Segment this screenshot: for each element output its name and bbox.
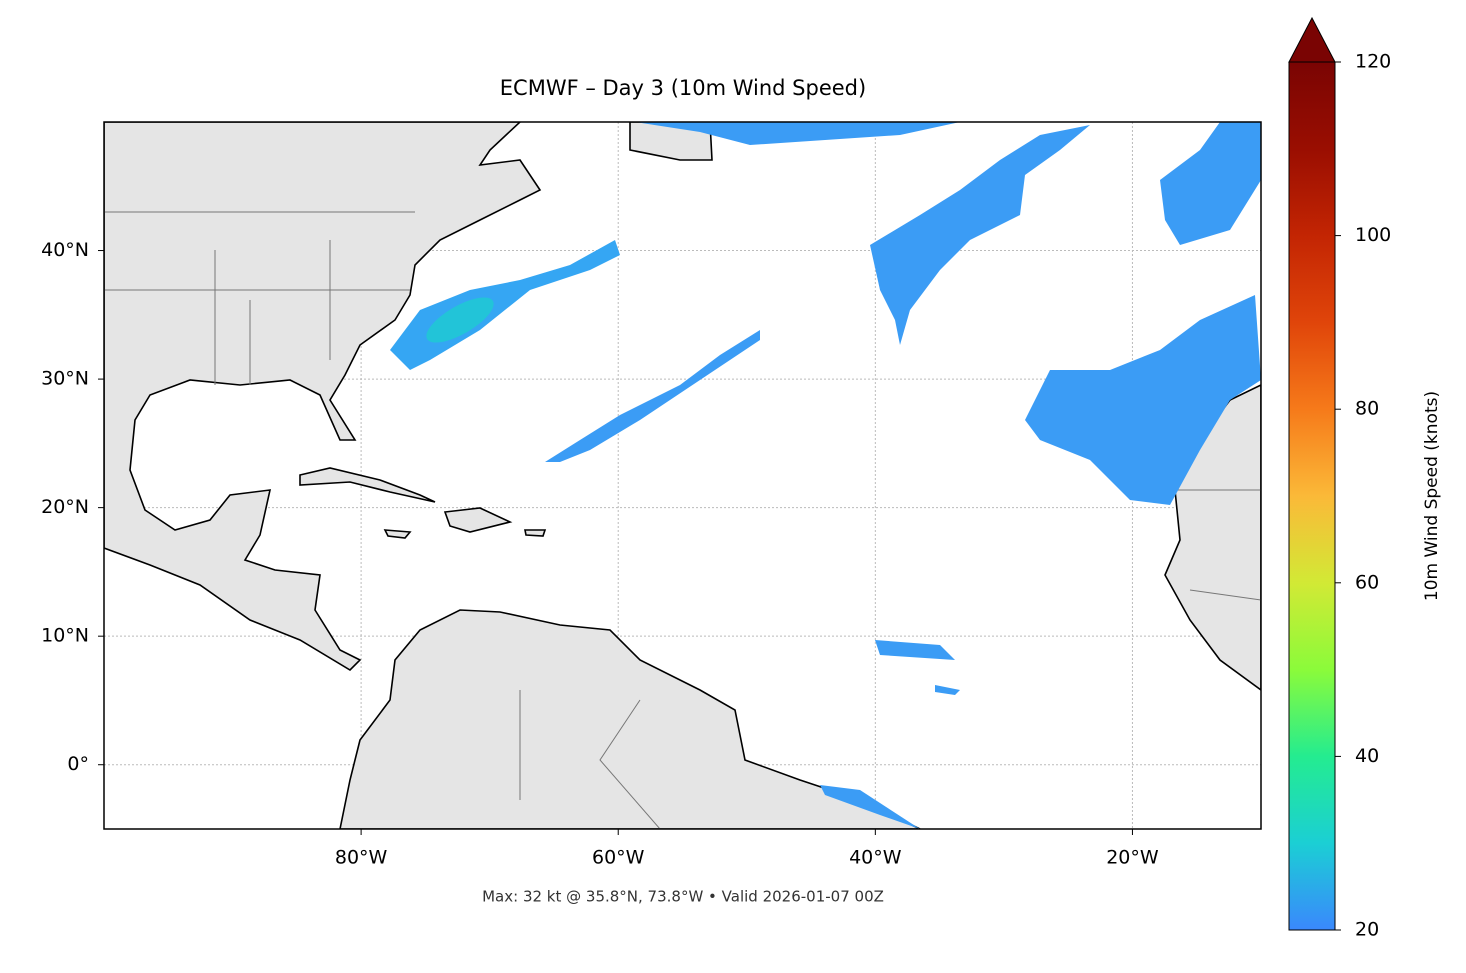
x-tick-label: 20°W bbox=[1106, 847, 1159, 869]
x-tick-label: 60°W bbox=[592, 847, 645, 869]
borders bbox=[104, 211, 1261, 829]
chart-title: ECMWF – Day 3 (10m Wind Speed) bbox=[500, 76, 866, 100]
wind-field bbox=[390, 122, 1261, 829]
colorbar-tick-label: 20 bbox=[1355, 919, 1379, 941]
colorbar-tick-label: 80 bbox=[1355, 398, 1379, 420]
colorbar-tick-label: 100 bbox=[1355, 224, 1391, 246]
colorbar bbox=[1288, 61, 1336, 931]
colorbar-extend bbox=[1288, 16, 1336, 63]
y-tick-label: 10°N bbox=[41, 625, 89, 647]
x-tick-label: 40°W bbox=[849, 847, 902, 869]
land bbox=[104, 122, 1261, 829]
y-tick-label: 0° bbox=[67, 753, 89, 775]
colorbar-tick-label: 60 bbox=[1355, 571, 1379, 593]
y-tick-label: 40°N bbox=[41, 239, 89, 261]
map-area bbox=[104, 122, 1261, 829]
axes: 80°W 60°W 40°W 20°W 0° 10°N 20°N 30°N 40°N bbox=[41, 239, 1159, 868]
x-tick-label: 80°W bbox=[335, 847, 388, 869]
colorbar-tick-label: 40 bbox=[1355, 745, 1379, 767]
annotation: Max: 32 kt @ 35.8°N, 73.8°W • Valid 2026… bbox=[482, 888, 884, 906]
y-tick-label: 20°N bbox=[41, 496, 89, 518]
y-tick-label: 30°N bbox=[41, 368, 89, 390]
colorbar-label: 10m Wind Speed (knots) bbox=[1422, 391, 1442, 601]
map-frame bbox=[103, 121, 1262, 830]
colorbar-tick-label: 120 bbox=[1355, 51, 1391, 73]
